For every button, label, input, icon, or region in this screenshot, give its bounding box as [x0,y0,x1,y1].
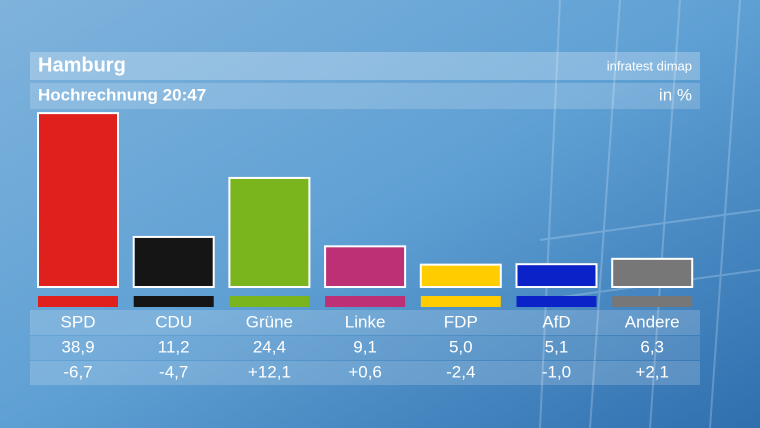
change-band [30,361,700,385]
change-label: -2,4 [446,362,475,381]
value-label: 24,4 [253,337,286,356]
change-label: -1,0 [542,362,571,381]
bar [611,257,694,288]
value-label: 6,3 [640,337,664,356]
title-band [30,52,700,80]
color-strip [38,296,118,307]
value-label: 9,1 [353,337,377,356]
change-label: -6,7 [63,362,92,381]
subtitle-band [30,83,700,109]
party-name: Linke [345,312,386,331]
party-name: Grüne [246,312,293,331]
value-label: 38,9 [61,337,94,356]
party-name: CDU [155,312,192,331]
bar [324,245,407,288]
party-name: AfD [542,312,570,331]
change-label: -4,7 [159,362,188,381]
color-strip [229,296,310,307]
change-label: +0,6 [348,362,382,381]
value-band [30,336,700,360]
unit: in % [659,85,692,104]
change-label: +12,1 [248,362,291,381]
chart-title: Hamburg [38,54,126,76]
name-band [30,310,700,335]
value-label: 11,2 [158,337,190,356]
source: infratest dimap [607,58,692,73]
value-label: 5,1 [545,337,569,356]
value-label: 5,0 [449,337,473,356]
change-label: +2,1 [635,362,669,381]
color-strip [325,296,406,307]
color-strip [420,296,501,307]
bar [132,235,215,289]
color-strip [133,296,214,307]
bar [515,263,598,289]
color-strip [516,296,597,307]
party-name: SPD [61,312,96,331]
bar [228,176,311,289]
party-name: Andere [625,312,680,331]
party-name: FDP [444,312,478,331]
color-strip [612,296,693,307]
bar [37,112,119,288]
bar [419,263,502,288]
chart-subtitle: Hochrechnung 20:47 [38,85,206,104]
